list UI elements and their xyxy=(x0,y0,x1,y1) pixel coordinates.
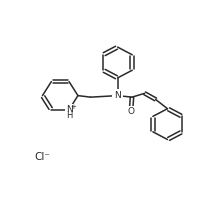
Text: Cl⁻: Cl⁻ xyxy=(35,152,51,162)
Text: H: H xyxy=(66,111,73,120)
Text: O: O xyxy=(128,107,135,116)
Text: N: N xyxy=(66,105,73,114)
Text: +: + xyxy=(70,104,76,110)
Text: N: N xyxy=(114,91,121,100)
